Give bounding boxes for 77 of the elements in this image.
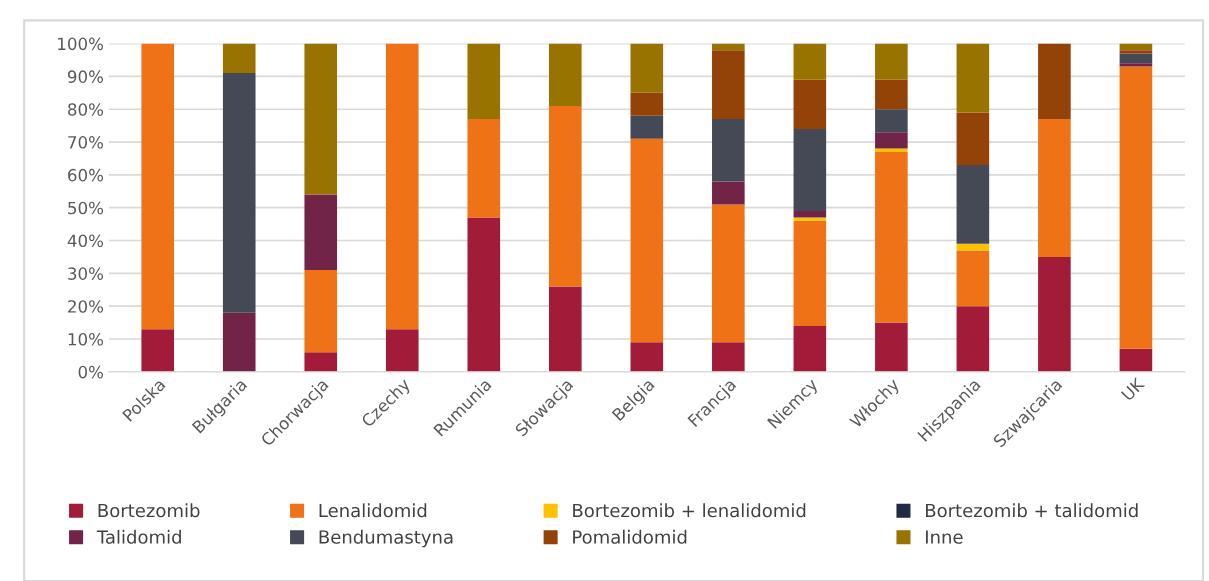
bar xyxy=(1119,53,1153,64)
bar xyxy=(222,73,256,313)
legend-label: Bortezomib + lenalidomid xyxy=(573,503,806,518)
bar xyxy=(712,43,745,51)
bar xyxy=(630,92,664,116)
bar xyxy=(141,329,175,372)
bar xyxy=(875,151,908,323)
bar xyxy=(956,250,990,307)
bar xyxy=(793,217,827,221)
bar xyxy=(1038,119,1071,257)
bar xyxy=(875,322,908,372)
bar xyxy=(1119,348,1153,372)
bar xyxy=(467,217,501,372)
bar xyxy=(875,109,908,133)
bar xyxy=(712,204,745,343)
bar xyxy=(875,148,908,152)
bar xyxy=(1119,43,1153,51)
y-tick-label: 30% xyxy=(68,267,104,280)
bar xyxy=(304,43,338,195)
bar xyxy=(304,194,338,271)
y-tick-label: 40% xyxy=(67,234,104,248)
bar xyxy=(793,220,827,326)
legend-label: Bortezomib + talidomid xyxy=(926,503,1138,518)
bar xyxy=(712,181,745,205)
y-tick-label: 80% xyxy=(68,103,104,116)
bar xyxy=(222,312,256,372)
bar xyxy=(793,43,827,80)
legend-label: Bortezomib xyxy=(98,503,200,518)
y-tick-label: 10% xyxy=(68,332,104,346)
bar xyxy=(467,43,501,120)
legend-label: Bendumastyna xyxy=(319,529,453,548)
bar xyxy=(793,210,827,218)
bar xyxy=(875,79,908,110)
bar xyxy=(1038,43,1071,120)
bar xyxy=(304,352,338,372)
bar xyxy=(549,43,582,106)
bar xyxy=(630,342,664,372)
legend-label: Lenalidomid xyxy=(319,503,427,518)
bar xyxy=(1119,66,1153,349)
bar xyxy=(630,43,664,93)
bar xyxy=(956,243,990,251)
bar xyxy=(1119,50,1153,54)
y-tick-label: 20% xyxy=(68,300,104,313)
bar xyxy=(1119,63,1153,67)
bar xyxy=(712,50,745,120)
y-tick-label: 70% xyxy=(68,136,104,149)
bar xyxy=(956,306,990,372)
y-tick-label: 0% xyxy=(78,365,104,379)
bar xyxy=(875,132,908,149)
legend-label: Inne xyxy=(926,530,963,544)
y-tick-label: 90% xyxy=(67,70,104,83)
bar xyxy=(793,128,827,211)
bar xyxy=(1038,256,1071,372)
bar xyxy=(222,43,256,74)
legend-label: Pomalidomid xyxy=(573,529,687,544)
bar xyxy=(385,43,419,330)
y-tick-label: 50% xyxy=(68,201,104,215)
bar xyxy=(875,43,908,80)
bar xyxy=(141,43,175,330)
bar xyxy=(793,325,827,372)
bar xyxy=(467,119,501,218)
bar xyxy=(630,138,664,343)
bar xyxy=(956,43,990,113)
bar xyxy=(956,165,990,244)
x-tick-label: UK xyxy=(1120,376,1146,402)
bar xyxy=(712,342,745,372)
bar xyxy=(549,286,582,372)
bar xyxy=(304,270,338,353)
y-tick-label: 60% xyxy=(68,168,104,182)
bar xyxy=(385,329,419,372)
bar xyxy=(630,115,664,139)
bar xyxy=(956,112,990,166)
y-tick-label: 100% xyxy=(58,37,104,51)
bar xyxy=(793,79,827,129)
bar xyxy=(712,119,745,182)
bar xyxy=(549,105,582,287)
legend-label: Talidomid xyxy=(96,529,181,544)
